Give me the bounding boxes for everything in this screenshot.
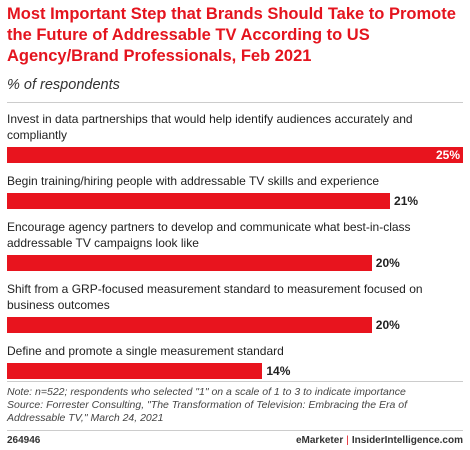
chart-subtitle: % of respondents [7,77,120,93]
source: Source: Forrester Consulting, "The Trans… [7,399,407,424]
plot-area: Invest in data partnerships that would h… [7,111,463,389]
category-label: Begin training/hiring people with addres… [7,174,379,188]
category-label: Shift from a GRP-focused measurement sta… [7,282,423,312]
bar-row: 14% [7,363,463,379]
divider [7,430,463,431]
value-label: 25% [435,148,460,162]
bar [7,147,463,163]
footer-brand: eMarketer | InsiderIntelligence.com [296,435,463,446]
category-label: Encourage agency partners to develop and… [7,220,411,250]
chart-id: 264946 [7,435,41,446]
value-label: 21% [394,194,419,208]
category-label: Invest in data partnerships that would h… [7,112,413,142]
site: InsiderIntelligence.com [351,435,463,446]
bar [7,255,372,271]
category-label: Define and promote a single measurement … [7,344,284,358]
note: Note: n=522; respondents who selected "1… [7,386,406,398]
bar [7,317,372,333]
divider [7,102,463,103]
separator: | [346,435,349,446]
bar-row: 20% [7,317,463,333]
value-label: 20% [375,318,400,332]
bar-row: 25% [7,147,463,163]
chart-title: Most Important Step that Brands Should T… [7,5,456,65]
value-label: 20% [375,256,400,270]
bar [7,193,391,209]
brand: eMarketer [295,435,344,446]
bar-row: 21% [7,193,463,209]
notes: Note: n=522; respondents who selected "1… [7,386,463,425]
divider [7,381,463,382]
bar [7,363,263,379]
bar-row: 20% [7,255,463,271]
value-label: 14% [266,364,291,378]
